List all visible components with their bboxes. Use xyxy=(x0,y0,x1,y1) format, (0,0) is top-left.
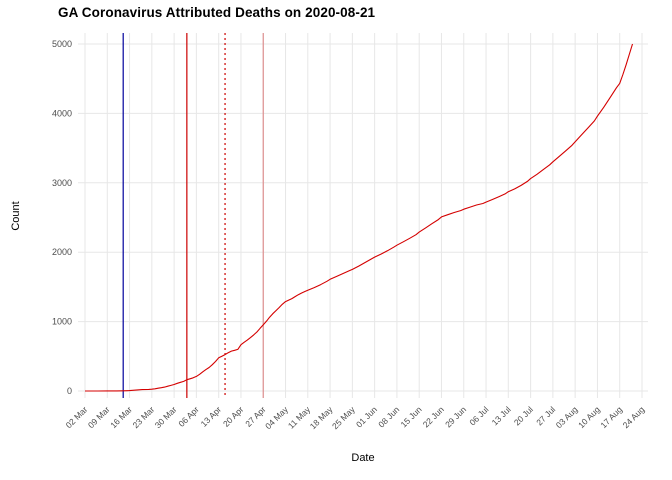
chart-title: GA Coronavirus Attributed Deaths on 2020… xyxy=(58,5,376,20)
y-tick-label: 3000 xyxy=(52,178,72,188)
x-tick-label: 17 Aug xyxy=(598,404,624,430)
x-tick-label: 06 Jul xyxy=(467,404,490,427)
x-tick-label: 25 May xyxy=(330,404,357,431)
y-tick-label: 4000 xyxy=(52,108,72,118)
x-tick-label: 18 May xyxy=(308,404,335,431)
x-tick-label: 13 Apr xyxy=(199,404,224,429)
x-tick-label: 10 Aug xyxy=(576,404,602,430)
y-tick-label: 1000 xyxy=(52,317,72,327)
x-axis-title: Date xyxy=(351,452,375,464)
x-tick-label: 08 Jun xyxy=(376,404,401,429)
x-tick-label: 02 Mar xyxy=(64,404,90,430)
x-tick-label: 29 Jun xyxy=(443,404,468,429)
y-tick-label: 2000 xyxy=(52,247,72,257)
x-tick-label: 09 Mar xyxy=(86,404,112,430)
x-tick-label: 04 May xyxy=(263,404,290,431)
x-tick-label: 30 Mar xyxy=(153,404,179,430)
x-tick-label: 03 Aug xyxy=(554,404,580,430)
y-tick-label: 0 xyxy=(67,386,72,396)
x-tick-label: 16 Mar xyxy=(108,404,134,430)
x-tick-label: 06 Apr xyxy=(176,404,201,429)
y-tick-label: 5000 xyxy=(52,39,72,49)
series-cumulative-deaths xyxy=(85,43,634,392)
x-tick-label: 20 Jul xyxy=(512,404,535,427)
x-tick-label: 22 Jun xyxy=(421,404,446,429)
x-tick-label: 13 Jul xyxy=(490,404,513,427)
x-tick-label: 20 Apr xyxy=(221,404,246,429)
x-tick-label: 01 Jun xyxy=(354,404,379,429)
x-tick-label: 11 May xyxy=(286,404,313,431)
x-tick-label: 23 Mar xyxy=(130,404,156,430)
x-tick-label: 15 Jun xyxy=(398,404,423,429)
x-tick-label: 24 Aug xyxy=(621,404,647,430)
